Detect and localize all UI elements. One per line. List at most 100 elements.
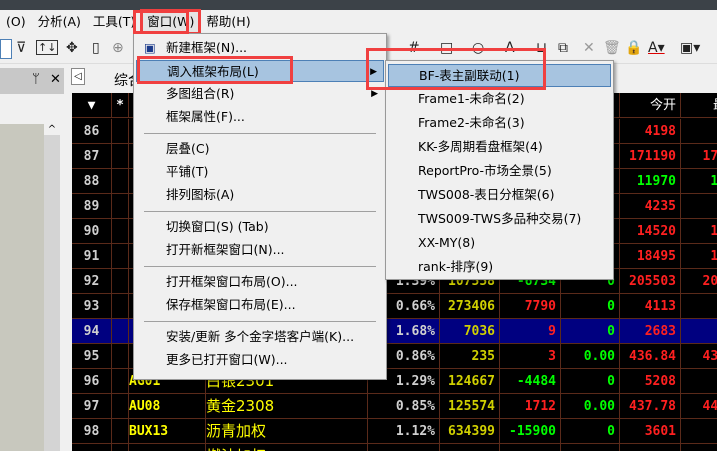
cell-open: 437.78 bbox=[620, 394, 681, 419]
cell-n: 93 bbox=[72, 294, 112, 319]
menu-item[interactable]: 打开新框架窗口(N)... bbox=[136, 239, 384, 261]
star-column-header: * bbox=[112, 93, 129, 118]
menu-item[interactable]: 安装/更新 多个金字塔客户端(K)... bbox=[136, 326, 384, 348]
cell-n: 96 bbox=[72, 369, 112, 394]
layout-item[interactable]: TWS008-表日分框架(6) bbox=[418, 187, 555, 202]
menu-item[interactable]: 层叠(C) bbox=[136, 138, 384, 160]
menu-item[interactable]: 更多已打开窗口(W)... bbox=[136, 349, 384, 371]
cell-x: 0 bbox=[561, 369, 620, 394]
menu-item[interactable]: 框架属性(F)... bbox=[136, 106, 384, 128]
cell-vol: 634399 bbox=[440, 419, 500, 444]
menu-item[interactable]: 新建框架(N)... ▣ bbox=[136, 37, 384, 59]
cell-star bbox=[112, 244, 129, 269]
cell-pct: 0.66% bbox=[368, 294, 440, 319]
scrollbar[interactable]: ^ bbox=[44, 124, 60, 451]
pin-icon[interactable]: ᛘ bbox=[32, 72, 40, 87]
layout-item[interactable]: Frame1-未命名(2) bbox=[418, 91, 525, 106]
layout-item[interactable]: Frame2-未命名(3) bbox=[418, 115, 525, 130]
table-row[interactable]: 燃油加权 bbox=[72, 444, 717, 451]
menu-1[interactable]: 分析(A) bbox=[37, 14, 81, 29]
menu-item[interactable]: 打开框架窗口布局(O)... bbox=[136, 271, 384, 293]
cell-last: 173 bbox=[681, 144, 717, 169]
cell-last: 4 bbox=[681, 194, 717, 219]
cell-x bbox=[561, 144, 620, 169]
cell-x bbox=[561, 169, 620, 194]
cell-open: 4198 bbox=[620, 119, 681, 144]
menu-item[interactable]: 平铺(T) bbox=[136, 161, 384, 183]
cell-vol: 273406 bbox=[440, 294, 500, 319]
column-header bbox=[561, 93, 620, 118]
cell-x bbox=[561, 244, 620, 269]
cell-pct: 1.68% bbox=[368, 319, 440, 344]
rectangle-icon[interactable]: □ bbox=[440, 40, 454, 56]
cell-last: 438 bbox=[681, 344, 717, 369]
lock-icon[interactable]: 🔒 bbox=[625, 40, 643, 56]
scroll-up-icon[interactable]: ^ bbox=[44, 124, 60, 135]
menu-item-label: 打开新框架窗口(N)... bbox=[166, 242, 285, 257]
trash-icon[interactable]: 🗑 bbox=[603, 40, 621, 56]
cell-chg: -4484 bbox=[500, 369, 561, 394]
layout-item[interactable]: XX-MY(8) bbox=[418, 235, 476, 250]
menu-3[interactable]: 窗口(W) bbox=[140, 9, 202, 35]
cell-star bbox=[112, 394, 129, 419]
cell-open: 171190 bbox=[620, 144, 681, 169]
new-frame-icon: ▣ bbox=[144, 40, 156, 55]
cell-x bbox=[561, 219, 620, 244]
layout-item[interactable]: KK-多周期看盘框架(4) bbox=[418, 139, 543, 154]
save-icon[interactable]: ▣▾ bbox=[680, 40, 701, 56]
menu-2[interactable]: 工具(T) bbox=[92, 14, 136, 29]
circle-icon[interactable]: ○ bbox=[472, 40, 485, 56]
menu-0[interactable]: (O) bbox=[6, 14, 26, 29]
delete-icon[interactable]: ✕ bbox=[583, 40, 595, 56]
cell-x: 0 bbox=[561, 319, 620, 344]
sort-icon[interactable]: ↑↓ bbox=[36, 40, 59, 55]
copy-icon[interactable]: ⧉ bbox=[558, 40, 568, 56]
layout-submenu: BF-表主副联动(1) Frame1-未命名(2) Frame2-未命名(3) KK-… bbox=[385, 60, 614, 280]
cell-last: 208 bbox=[681, 269, 717, 294]
menu-item[interactable]: 切换窗口(S) (Tab) bbox=[136, 216, 384, 238]
cell-star bbox=[112, 169, 129, 194]
menu-4[interactable]: 帮助(H) bbox=[206, 14, 251, 29]
table-row[interactable]: 93 0.66%2734067790041134 bbox=[72, 294, 717, 319]
magnet-icon[interactable]: ⊔ bbox=[536, 40, 547, 56]
cell-x bbox=[561, 194, 620, 219]
menu-item[interactable]: 调入框架布局(L) ▶ bbox=[136, 60, 384, 82]
cell-star bbox=[112, 319, 129, 344]
layout-item[interactable]: TWS009-TWS多品种交易(7) bbox=[418, 211, 582, 226]
menu-item-label: 更多已打开窗口(W)... bbox=[166, 352, 288, 367]
dropdown-edge[interactable] bbox=[0, 39, 12, 59]
zoom-in-icon[interactable]: ⊕ bbox=[112, 40, 124, 56]
cell-n: 94 bbox=[72, 319, 112, 344]
font-color-icon[interactable]: A▾ bbox=[648, 40, 665, 56]
menu-item-label: 保存框架窗口布局(E)... bbox=[166, 297, 296, 312]
cell-chg: 9 bbox=[500, 319, 561, 344]
tab-scroll-left-icon[interactable]: ◁ bbox=[71, 68, 85, 85]
cell-vol bbox=[440, 444, 500, 451]
text-icon[interactable]: A bbox=[505, 40, 515, 56]
menu-item-label: 排列图标(A) bbox=[166, 187, 235, 202]
grid-icon[interactable]: # bbox=[408, 40, 420, 56]
menu-item[interactable]: 多图组合(R) ▶ bbox=[136, 83, 384, 105]
layout-item[interactable]: rank-排序(9) bbox=[418, 259, 494, 274]
close-icon[interactable]: ✕ bbox=[50, 72, 61, 87]
filter-icon[interactable]: ⊽ bbox=[16, 40, 27, 56]
cell-star bbox=[112, 269, 129, 294]
menu-item-label: 框架属性(F)... bbox=[166, 109, 245, 124]
cell-star bbox=[112, 144, 129, 169]
menu-item[interactable]: 排列图标(A) bbox=[136, 184, 384, 206]
cell-vol: 7036 bbox=[440, 319, 500, 344]
menu-item[interactable]: 保存框架窗口布局(E)... bbox=[136, 294, 384, 316]
cell-vol: 124667 bbox=[440, 369, 500, 394]
menu-item-label: 切换窗口(S) (Tab) bbox=[166, 219, 269, 234]
cell-n: 88 bbox=[72, 169, 112, 194]
ruler-icon[interactable]: ▯ bbox=[92, 40, 100, 56]
cell-x: 0 bbox=[561, 419, 620, 444]
cell-x: 0 bbox=[561, 294, 620, 319]
cell-n: 98 bbox=[72, 419, 112, 444]
move-icon[interactable]: ✥ bbox=[66, 40, 78, 56]
layout-item[interactable]: ReportPro-市场全景(5) bbox=[418, 163, 552, 178]
layout-item[interactable]: BF-表主副联动(1) bbox=[388, 64, 611, 87]
